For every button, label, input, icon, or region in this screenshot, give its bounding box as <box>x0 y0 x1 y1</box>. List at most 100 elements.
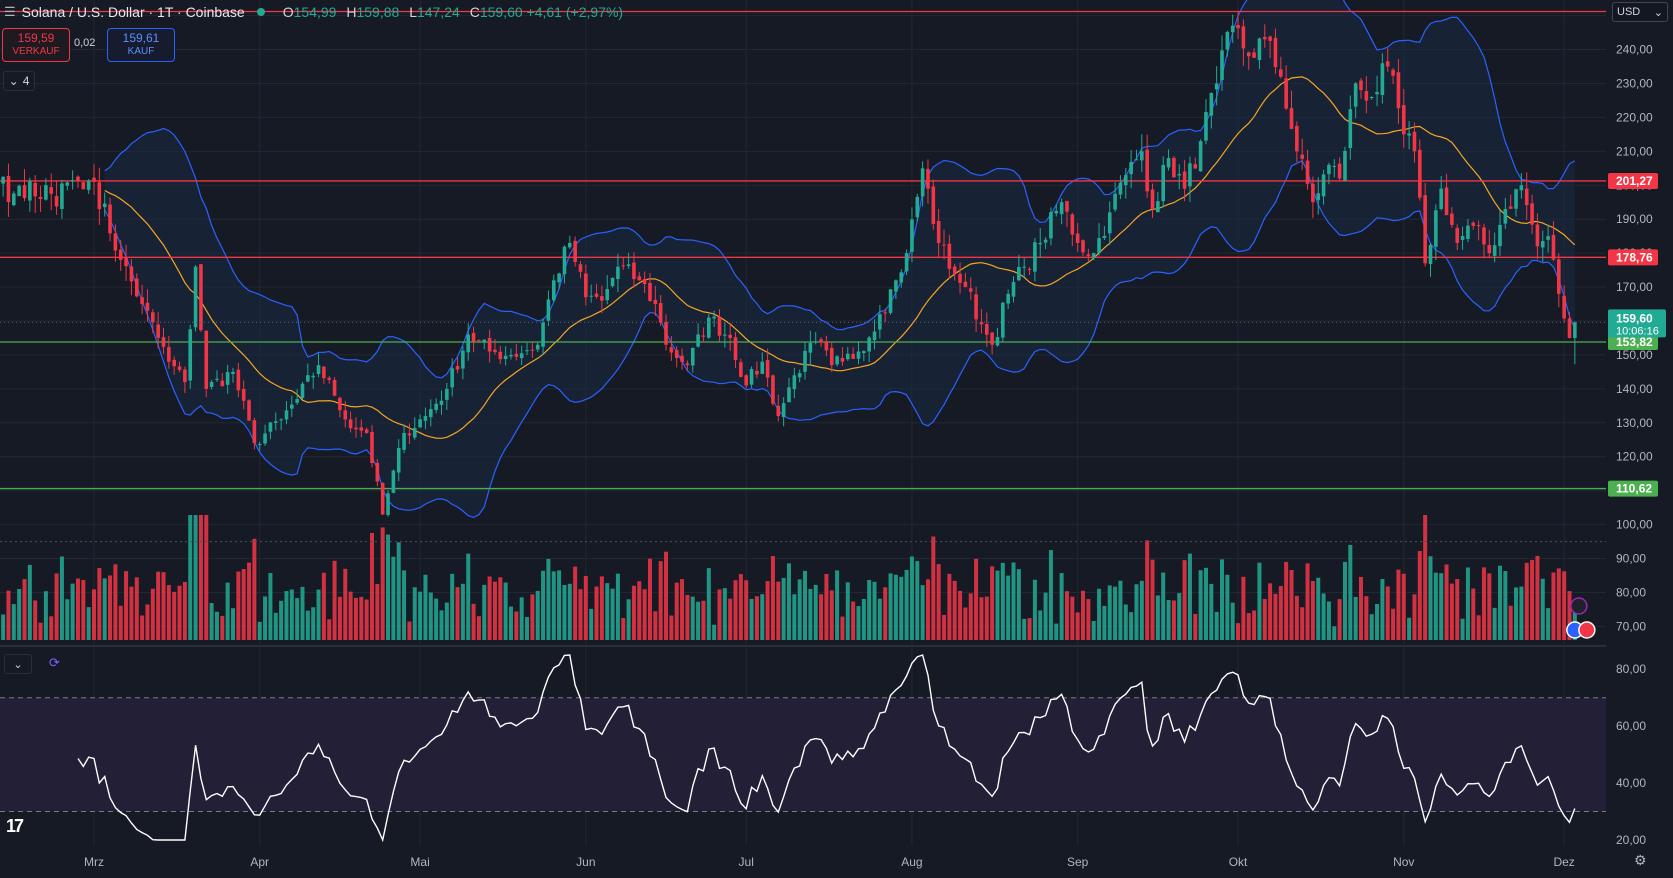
volume-bar <box>247 562 252 640</box>
volume-bar <box>343 568 348 640</box>
volume-bar <box>1284 561 1289 640</box>
rsi-settings-icon[interactable]: ⟳ <box>49 655 60 670</box>
candle-body <box>1391 69 1395 76</box>
candle-body <box>1241 26 1246 49</box>
volume-bar <box>418 591 423 640</box>
candle-body <box>6 176 11 203</box>
candle-body <box>199 264 203 331</box>
buy-button[interactable]: 159,61 KAUF <box>107 28 175 62</box>
candle-body <box>541 322 545 347</box>
volume-bar <box>1043 592 1048 640</box>
volume-bar <box>1022 618 1027 640</box>
candle-body <box>370 432 374 464</box>
volume-bar <box>508 606 513 640</box>
volume-bar <box>642 589 647 640</box>
volume-bar <box>968 593 973 640</box>
volume-bar <box>1321 593 1326 640</box>
volume-bar <box>824 573 829 640</box>
candle-body <box>1503 209 1508 224</box>
volume-bar <box>1481 567 1486 640</box>
candles <box>1 11 1577 517</box>
candle-body <box>990 332 994 345</box>
price-tick-label: 100,00 <box>1616 518 1653 532</box>
volume-bar <box>615 573 620 640</box>
candle-body <box>332 379 337 396</box>
candle-body <box>706 317 711 338</box>
gear-icon[interactable]: ⚙ <box>1634 852 1647 868</box>
candle-body <box>1487 245 1492 254</box>
candle-body <box>439 400 444 405</box>
volume-bar <box>813 584 818 640</box>
candle-body <box>1011 282 1016 297</box>
last-price-label: 159,60 <box>1616 311 1653 325</box>
candle-body <box>1198 141 1203 172</box>
volume-bar <box>589 608 594 640</box>
sell-button[interactable]: 159,59 VERKAUF <box>2 28 70 62</box>
volume-bar <box>541 570 546 640</box>
volume-bar <box>786 563 791 640</box>
candle-body <box>354 427 358 430</box>
volume-bar <box>925 579 930 640</box>
candle-body <box>498 351 503 360</box>
candle-body <box>1027 268 1032 270</box>
volume-bar <box>348 591 353 640</box>
volume-bar <box>434 598 439 640</box>
candle-body <box>38 196 43 199</box>
volume-bar <box>1064 591 1069 640</box>
volume-bar <box>22 579 27 640</box>
volume-bar <box>332 560 337 640</box>
volume-bar <box>1123 604 1128 640</box>
volume-bar <box>1417 551 1422 640</box>
candle-body <box>1530 203 1534 225</box>
sell-price: 159,59 <box>17 31 55 45</box>
candle-body <box>1172 157 1176 178</box>
volume-bar <box>1294 595 1299 640</box>
candle-body <box>1022 266 1027 268</box>
volume-bar <box>877 598 882 640</box>
us-flag-event-icon <box>1578 621 1596 639</box>
candle-body <box>322 366 326 379</box>
candle-body <box>1428 245 1433 265</box>
volume-bar <box>1236 623 1241 640</box>
candle-body <box>1204 111 1208 141</box>
symbol-title[interactable]: Solana / U.S. Dollar · 1T · Coinbase <box>21 4 245 20</box>
candle-body <box>188 329 193 381</box>
price-tick-label: 210,00 <box>1616 144 1653 158</box>
volume-bar <box>161 572 166 640</box>
volume-bar <box>958 590 963 640</box>
candle-body <box>1043 239 1048 243</box>
volume-bar <box>1497 565 1502 640</box>
rsi-collapse-button[interactable]: ⌄ <box>4 654 32 674</box>
volume-bar <box>562 584 567 640</box>
candle-body <box>220 380 225 387</box>
menu-icon[interactable]: ☰ <box>4 4 16 19</box>
volume-bar <box>118 605 123 640</box>
candle-body <box>931 186 936 224</box>
candle-body <box>824 341 829 351</box>
rsi-tick-label: 80,00 <box>1616 662 1646 676</box>
candle-body <box>958 273 962 283</box>
chart-header: ☰ Solana / U.S. Dollar · 1T · Coinbase O… <box>0 0 623 24</box>
candle-body <box>1134 159 1139 161</box>
indicator-toggle-button[interactable]: ⌄ 4 <box>3 71 35 91</box>
candle-body <box>461 350 465 369</box>
volume-bar <box>525 616 530 640</box>
volume-bar <box>471 603 476 640</box>
candle-body <box>915 196 920 218</box>
volume-bar <box>861 599 866 640</box>
price-tick-label: 230,00 <box>1616 76 1653 90</box>
volume-bar <box>535 590 540 640</box>
level-price-tag <box>1608 333 1658 350</box>
volume-bar <box>225 582 230 640</box>
low-value: 147,24 <box>416 4 460 20</box>
volume-bar <box>1380 579 1385 640</box>
volume-bar <box>466 553 471 640</box>
currency-selector[interactable]: USD ⌄ <box>1612 2 1668 22</box>
candle-body <box>1471 222 1476 226</box>
candle-body <box>466 334 471 353</box>
candle-body <box>1225 31 1230 50</box>
volume-bar <box>444 602 449 640</box>
volume-bar <box>1508 605 1513 640</box>
volume-bar <box>947 573 952 640</box>
